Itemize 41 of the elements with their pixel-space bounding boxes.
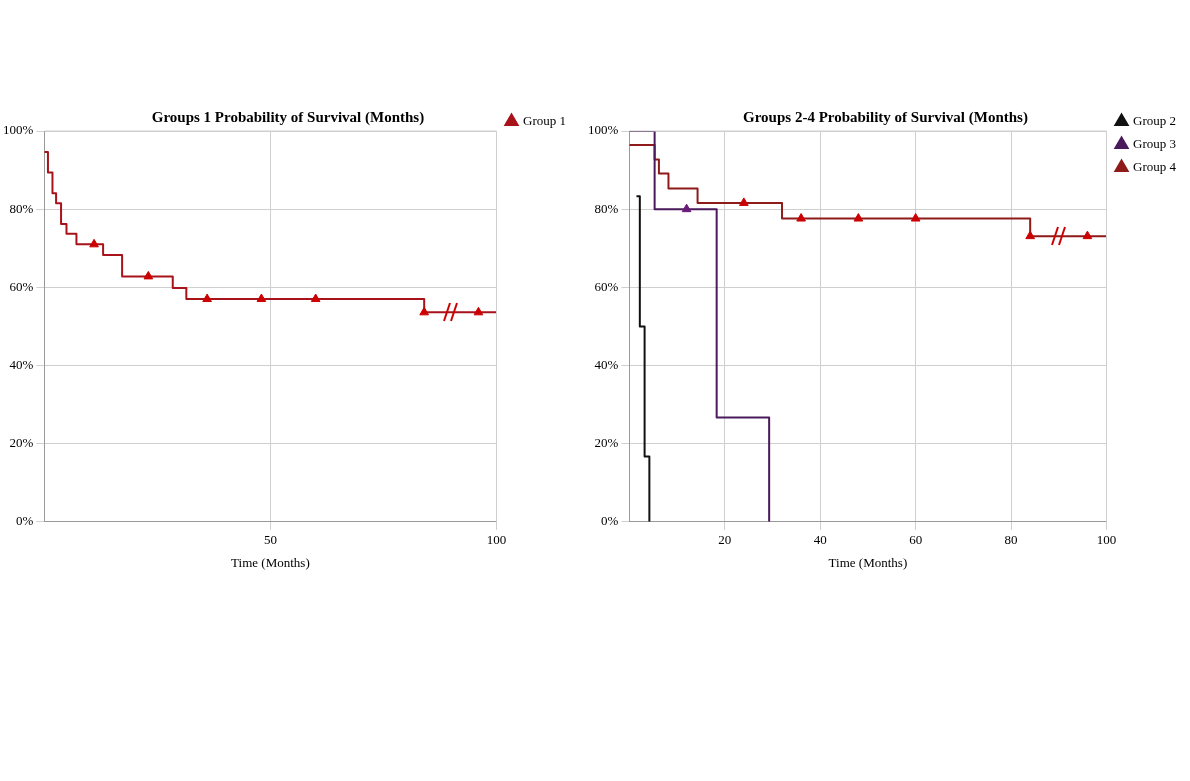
point	[1082, 230, 1093, 240]
point	[143, 270, 154, 280]
y-tick-label: 60%	[594, 278, 619, 294]
point	[202, 293, 212, 303]
y-tick-label: 40%	[9, 356, 34, 372]
y-tick-label: 60%	[9, 278, 34, 294]
y-tick-label: 80%	[594, 200, 619, 216]
y-tick-label: 0%	[15, 513, 34, 529]
point	[853, 213, 864, 222]
x-tick-label: 40	[813, 532, 827, 548]
x-tick-label: 100	[1096, 532, 1117, 548]
point	[89, 238, 99, 248]
legend-label: Group 3	[1133, 135, 1176, 151]
y-tick-label: 80%	[9, 200, 34, 216]
legend-label: Group 2	[1133, 112, 1176, 128]
y-tick-label: 100%	[587, 122, 619, 138]
point	[910, 213, 921, 222]
y-tick-label: 100%	[2, 122, 34, 138]
x-tick-label: 20	[718, 532, 732, 548]
y-tick-label: 0%	[600, 513, 619, 529]
y-tick-label: 20%	[9, 435, 34, 451]
point	[256, 293, 267, 303]
point	[796, 213, 806, 222]
y-tick-label: 40%	[594, 356, 619, 372]
legend-label: Group 1	[523, 112, 566, 128]
chart-title: Groups 2-4 Probability of Survival (Months)	[743, 108, 1028, 126]
x-axis-title: Time (Months)	[231, 554, 310, 570]
x-tick-label: 60	[909, 532, 923, 548]
chart-title: Groups 1 Probability of Survival (Months)	[151, 108, 425, 126]
point	[739, 197, 749, 206]
x-tick-label: 100	[486, 532, 507, 548]
x-tick-label: 50	[263, 532, 277, 548]
point	[473, 306, 484, 316]
point	[1025, 230, 1036, 240]
point	[310, 293, 321, 303]
x-tick-label: 80	[1004, 532, 1018, 548]
legend-label: Group 4	[1133, 158, 1177, 174]
y-tick-label: 20%	[594, 435, 619, 451]
point	[419, 306, 430, 316]
x-axis-title: Time (Months)	[828, 554, 908, 570]
point	[681, 203, 692, 213]
